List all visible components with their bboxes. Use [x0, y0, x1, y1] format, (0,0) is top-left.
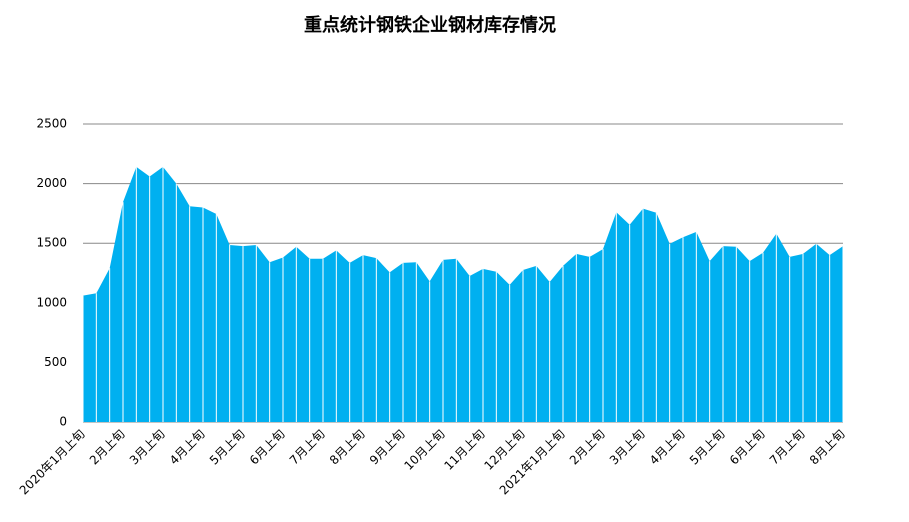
x-tick-label: 2020年1月上旬 — [17, 427, 88, 498]
x-tick-label: 8月上旬 — [327, 427, 368, 468]
y-tick-label: 2000 — [36, 176, 67, 190]
y-tick-label: 2500 — [36, 117, 67, 131]
chart-title: 重点统计钢铁企业钢材库存情况 — [304, 14, 556, 36]
x-tick-label: 9月上旬 — [367, 427, 408, 468]
x-tick-label: 6月上旬 — [247, 427, 288, 468]
x-tick-label: 4月上旬 — [647, 427, 688, 468]
x-tick-label: 7月上旬 — [767, 427, 808, 468]
x-tick-label: 6月上旬 — [727, 427, 768, 468]
y-tick-label: 500 — [44, 355, 67, 369]
x-tick-label: 2月上旬 — [87, 427, 128, 468]
x-tick-label: 11月上旬 — [441, 427, 487, 473]
x-tick-label: 2月上旬 — [567, 427, 608, 468]
y-tick-label: 1000 — [36, 295, 67, 309]
x-tick-label: 5月上旬 — [207, 427, 248, 468]
x-tick-label: 5月上旬 — [687, 427, 728, 468]
x-tick-label: 3月上旬 — [127, 427, 168, 468]
area — [83, 166, 843, 422]
x-tick-label: 10月上旬 — [401, 427, 447, 473]
y-tick-label: 1500 — [36, 236, 67, 250]
x-tick-label: 8月上旬 — [807, 427, 848, 468]
x-tick-label: 7月上旬 — [287, 427, 328, 468]
x-tick-label: 4月上旬 — [167, 427, 208, 468]
y-tick-label: 0 — [59, 415, 67, 429]
x-tick-label: 3月上旬 — [607, 427, 648, 468]
